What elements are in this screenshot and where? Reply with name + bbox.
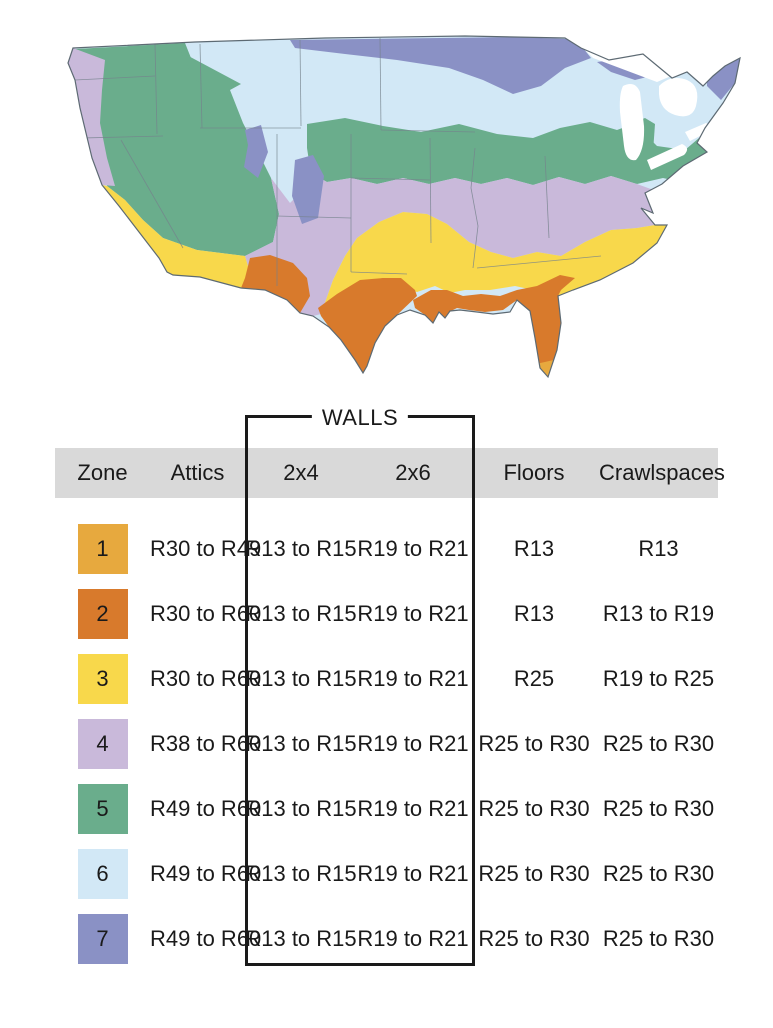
col-header-crawlspaces: Crawlspaces <box>599 460 725 485</box>
insulation-table: WALLS Zone Attics 2x4 2x6 Floors Crawlsp… <box>55 405 725 966</box>
zone-number: 5 <box>96 796 109 821</box>
attics-value: R30 to R49 <box>150 536 262 561</box>
us-map-svg <box>67 35 741 379</box>
crawlspaces-value: R25 to R30 <box>602 731 715 756</box>
crawlspaces-value: R25 to R30 <box>602 861 715 886</box>
zone-number: 7 <box>96 926 109 951</box>
table-header-row: Zone Attics 2x4 2x6 Floors Crawlspaces <box>55 448 725 498</box>
table-row-zone-5: 5 R49 to R60 R13 to R15 R19 to R21 R25 t… <box>55 784 718 834</box>
walls-2x6-value: R19 to R21 <box>357 601 469 626</box>
floors-value: R13 <box>513 601 555 626</box>
table-row-zone-2: 2 R30 to R60 R13 to R15 R19 to R21 R13 R… <box>55 589 718 639</box>
zone-2-region <box>241 255 575 377</box>
map-outline <box>67 35 741 379</box>
walls-2x6-value: R19 to R21 <box>357 731 469 756</box>
walls-2x4-value: R13 to R15 <box>245 796 357 821</box>
walls-2x6-value: R19 to R21 <box>357 796 469 821</box>
zone-swatch: 2 <box>77 589 128 639</box>
zone-swatch: 1 <box>77 524 128 574</box>
crawlspaces-value: R13 <box>638 536 679 561</box>
zone-swatch: 5 <box>77 784 128 834</box>
col-header-walls-2x6: 2x6 <box>395 460 431 485</box>
floors-value: R25 <box>513 666 555 691</box>
floors-value: R25 to R30 <box>478 731 590 756</box>
walls-2x4-value: R13 to R15 <box>245 926 357 951</box>
attics-value: R49 to R60 <box>150 926 262 951</box>
table-row-zone-6: 6 R49 to R60 R13 to R15 R19 to R21 R25 t… <box>55 849 718 899</box>
col-header-attics: Attics <box>170 460 225 485</box>
floors-value: R25 to R30 <box>478 796 590 821</box>
zone-number: 1 <box>96 536 109 561</box>
zone-swatch: 3 <box>77 654 128 704</box>
table-row-zone-7: 7 R49 to R60 R13 to R15 R19 to R21 R25 t… <box>55 914 718 964</box>
state-borders <box>74 37 602 286</box>
walls-2x6-value: R19 to R21 <box>357 926 469 951</box>
us-climate-zone-map <box>45 28 745 400</box>
table-row-zone-4: 4 R38 to R60 R13 to R15 R19 to R21 R25 t… <box>55 719 718 769</box>
walls-2x4-value: R13 to R15 <box>245 666 357 691</box>
zone-swatch: 7 <box>77 914 128 964</box>
attics-value: R49 to R60 <box>150 861 262 886</box>
zone-3-region <box>102 185 667 350</box>
zone-number: 6 <box>96 861 109 886</box>
zone-number: 4 <box>96 731 109 756</box>
walls-group-label: WALLS <box>311 405 409 431</box>
crawlspaces-value: R25 to R30 <box>602 926 715 951</box>
walls-2x4-value: R13 to R15 <box>245 861 357 886</box>
attics-value: R49 to R60 <box>150 796 262 821</box>
zone-number: 2 <box>96 601 109 626</box>
zone-swatch: 4 <box>77 719 128 769</box>
table-row-zone-3: 3 R30 to R60 R13 to R15 R19 to R21 R25 R… <box>55 654 718 704</box>
attics-value: R38 to R60 <box>150 731 262 756</box>
floors-value: R25 to R30 <box>478 861 590 886</box>
zone-4-region <box>68 48 659 316</box>
crawlspaces-value: R13 to R19 <box>602 601 715 626</box>
col-header-floors: Floors <box>503 460 565 485</box>
walls-2x6-value: R19 to R21 <box>357 861 469 886</box>
floors-value: R25 to R30 <box>478 926 590 951</box>
walls-2x4-value: R13 to R15 <box>245 601 357 626</box>
floors-value: R13 <box>513 536 555 561</box>
crawlspaces-value: R25 to R30 <box>602 796 715 821</box>
attics-value: R30 to R60 <box>150 666 262 691</box>
zone-number: 3 <box>96 666 109 691</box>
walls-2x4-value: R13 to R15 <box>245 536 357 561</box>
zone-7-mountain-pockets <box>244 125 324 224</box>
zone-swatch: 6 <box>77 849 128 899</box>
col-header-walls-2x4: 2x4 <box>283 460 319 485</box>
walls-2x6-value: R19 to R21 <box>357 666 469 691</box>
col-header-zone: Zone <box>77 460 128 485</box>
walls-2x4-value: R13 to R15 <box>245 731 357 756</box>
crawlspaces-value: R19 to R25 <box>602 666 715 691</box>
walls-2x6-value: R19 to R21 <box>357 536 469 561</box>
table-row-zone-1: 1 R30 to R49 R13 to R15 R19 to R21 R13 R… <box>55 524 718 574</box>
attics-value: R30 to R60 <box>150 601 262 626</box>
page: WALLS Zone Attics 2x4 2x6 Floors Crawlsp… <box>0 28 773 1028</box>
